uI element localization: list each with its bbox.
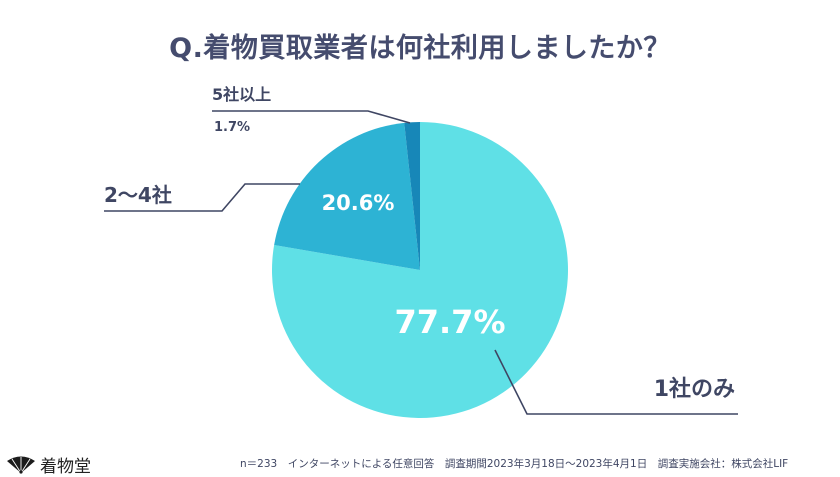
- hand-fan-icon: [7, 456, 35, 474]
- slice-label-0: 1社のみ: [654, 376, 735, 402]
- slice-label-2: 5社以上: [212, 85, 271, 104]
- logo-text: 着物堂: [40, 457, 91, 477]
- chart-title: Q.着物買取業者は何社利用しましたか？: [169, 33, 671, 64]
- leader-line-0: [494, 349, 738, 415]
- pie-slice-1: [274, 122, 420, 271]
- slice-label-1: 2〜4社: [104, 183, 172, 207]
- value-label-0: 77.7%: [394, 303, 505, 341]
- pie-slice-2: [404, 122, 420, 270]
- logo: 着物堂: [6, 452, 91, 477]
- leader-line-2: [212, 110, 411, 124]
- survey-note: n＝233 インターネットによる任意回答 調査期間2023年3月18日〜2023…: [240, 458, 789, 470]
- value-label-1: 20.6%: [322, 191, 395, 215]
- value-label-2: 1.7%: [214, 120, 250, 135]
- leader-line-1: [104, 183, 300, 212]
